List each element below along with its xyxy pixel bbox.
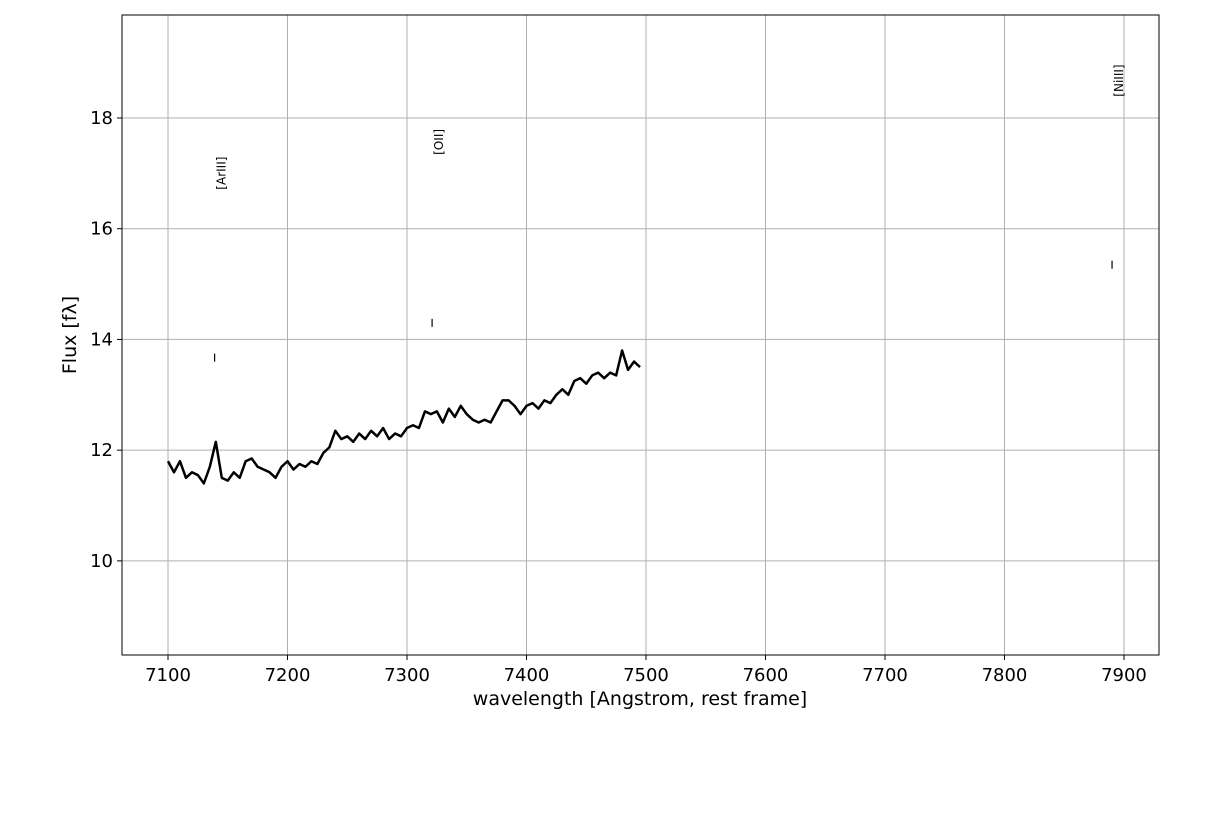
x-tick-label: 7800: [982, 665, 1028, 686]
line-label: [ArIII]: [215, 157, 229, 190]
spectrum-line: [166, 349, 641, 485]
y-axis-label: Flux [fλ]: [59, 296, 81, 374]
x-tick-label: 7900: [1101, 665, 1147, 686]
y-tick-label: 10: [90, 551, 113, 572]
y-tick-label: 18: [90, 108, 113, 129]
y-tick-label: 16: [90, 219, 113, 240]
x-tick-label: 7500: [623, 665, 669, 686]
line-label: [NiIII]: [1112, 64, 1126, 96]
x-tick-label: 7200: [265, 665, 311, 686]
x-tick-label: 7100: [145, 665, 191, 686]
x-tick-label: 7700: [862, 665, 908, 686]
y-tick-label: 14: [90, 329, 113, 350]
x-tick-label: 7400: [504, 665, 550, 686]
x-axis-label: wavelength [Angstrom, rest frame]: [473, 688, 807, 710]
line-label: [OII]: [432, 129, 446, 155]
y-tick-label: 12: [90, 440, 113, 461]
plot-frame: [121, 14, 1160, 656]
x-tick-label: 7600: [743, 665, 789, 686]
x-tick-label: 7300: [384, 665, 430, 686]
